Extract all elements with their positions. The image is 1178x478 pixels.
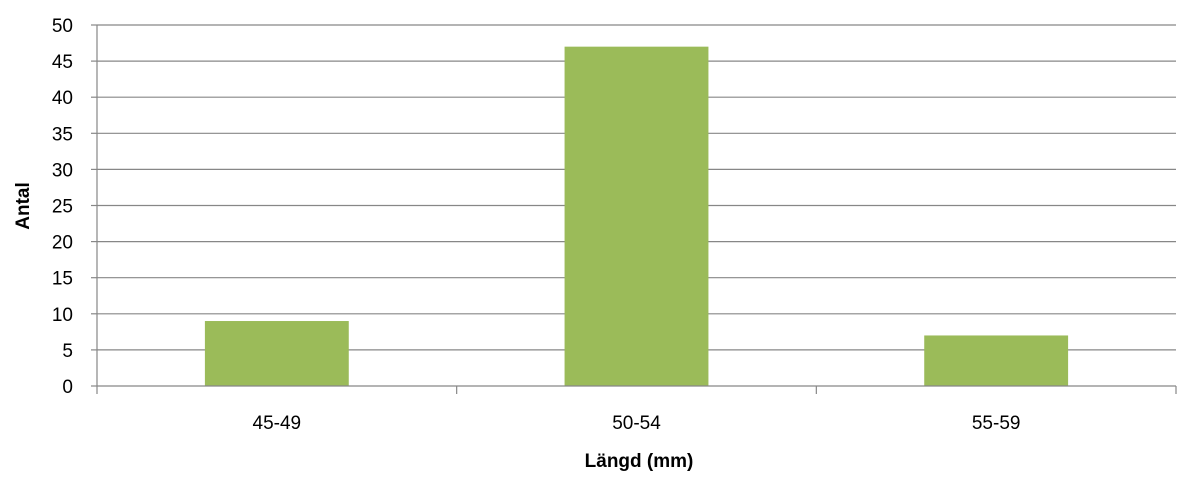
y-tick-label: 5: [62, 341, 73, 362]
y-tick-labels: 0 5 10 15 20 25 30 35 40 45 50: [52, 16, 73, 398]
y-tick-label: 50: [52, 16, 73, 37]
bar-55-59: [924, 335, 1069, 386]
y-tick-label: 35: [52, 124, 73, 145]
y-tick-label: 40: [52, 88, 73, 109]
y-tick-label: 20: [52, 233, 73, 254]
x-tick-label: 50-54: [612, 413, 661, 434]
bar-50-54: [564, 46, 709, 386]
y-tick-label: 15: [52, 269, 73, 290]
axes: [91, 24, 1177, 394]
y-tick-label: 0: [62, 377, 73, 398]
y-tick-label: 45: [52, 52, 73, 73]
y-tick-label: 25: [52, 197, 73, 218]
x-tick-label: 45-49: [253, 413, 302, 434]
y-axis-title: Antal: [13, 182, 34, 230]
x-tick-label: 55-59: [972, 413, 1021, 434]
x-axis-title: Längd (mm): [585, 451, 694, 472]
bars: [204, 46, 1069, 386]
y-tick-label: 10: [52, 305, 73, 326]
x-tick-labels: 45-49 50-54 55-59: [253, 413, 1021, 434]
bar-45-49: [204, 321, 349, 386]
y-tick-label: 30: [52, 160, 73, 181]
